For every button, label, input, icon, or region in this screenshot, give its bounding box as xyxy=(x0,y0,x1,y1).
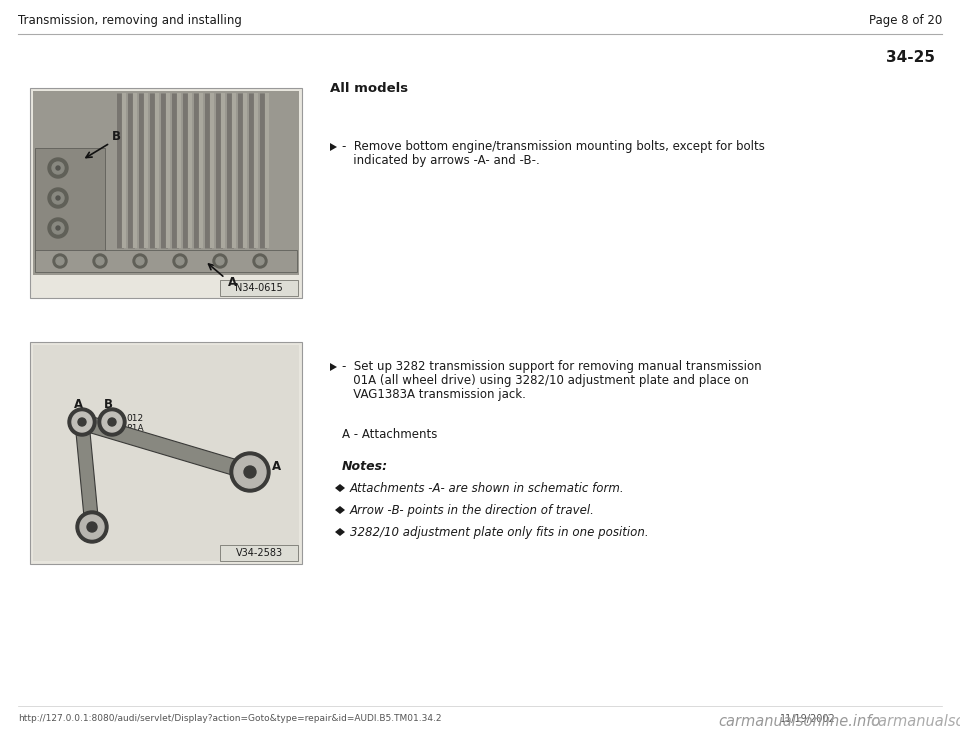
Bar xyxy=(30,88,302,298)
Circle shape xyxy=(76,511,108,543)
Circle shape xyxy=(52,222,64,234)
Circle shape xyxy=(98,408,126,436)
Circle shape xyxy=(56,166,60,170)
Circle shape xyxy=(48,188,68,208)
Bar xyxy=(30,342,302,564)
Circle shape xyxy=(56,257,64,265)
Text: 012: 012 xyxy=(126,414,143,423)
Text: Page 8 of 20: Page 8 of 20 xyxy=(869,14,942,27)
Circle shape xyxy=(87,522,97,532)
Circle shape xyxy=(56,226,60,230)
Circle shape xyxy=(52,192,64,204)
Circle shape xyxy=(96,257,104,265)
Circle shape xyxy=(80,515,104,539)
Text: -  Remove bottom engine/transmission mounting bolts, except for bolts: - Remove bottom engine/transmission moun… xyxy=(342,140,765,153)
Polygon shape xyxy=(80,414,252,479)
Bar xyxy=(33,345,299,561)
Text: 34-25: 34-25 xyxy=(886,50,935,65)
Text: Notes:: Notes: xyxy=(342,460,388,473)
Polygon shape xyxy=(75,421,99,528)
Text: indicated by arrows -A- and -B-.: indicated by arrows -A- and -B-. xyxy=(342,154,540,167)
Circle shape xyxy=(173,254,187,268)
Circle shape xyxy=(102,412,122,432)
Circle shape xyxy=(136,257,144,265)
Circle shape xyxy=(93,254,107,268)
Circle shape xyxy=(230,452,270,492)
Text: Arrow -B- points in the direction of travel.: Arrow -B- points in the direction of tra… xyxy=(350,504,595,517)
Polygon shape xyxy=(330,363,337,371)
Circle shape xyxy=(176,257,184,265)
Polygon shape xyxy=(335,506,345,514)
Text: N34-0615: N34-0615 xyxy=(235,283,283,293)
Circle shape xyxy=(53,254,67,268)
Polygon shape xyxy=(335,528,345,536)
Text: B: B xyxy=(112,130,121,142)
Text: carmanualsonline.info: carmanualsonline.info xyxy=(719,714,881,729)
Circle shape xyxy=(48,218,68,238)
Bar xyxy=(220,280,298,296)
Circle shape xyxy=(234,456,266,488)
Text: http://127.0.0.1:8080/audi/servlet/Display?action=Goto&type=repair&id=AUDI.B5.TM: http://127.0.0.1:8080/audi/servlet/Displ… xyxy=(18,714,442,723)
Circle shape xyxy=(78,418,86,426)
Text: -  Set up 3282 transmission support for removing manual transmission: - Set up 3282 transmission support for r… xyxy=(342,360,761,373)
Bar xyxy=(35,148,105,258)
Circle shape xyxy=(108,418,116,426)
Circle shape xyxy=(216,257,224,265)
Text: 81A: 81A xyxy=(126,424,144,433)
Circle shape xyxy=(244,466,256,478)
Text: A: A xyxy=(228,275,237,289)
Text: Attachments -A- are shown in schematic form.: Attachments -A- are shown in schematic f… xyxy=(350,482,625,495)
Circle shape xyxy=(52,162,64,174)
Text: V34-2583: V34-2583 xyxy=(235,548,282,558)
Circle shape xyxy=(48,158,68,178)
Circle shape xyxy=(213,254,227,268)
Polygon shape xyxy=(335,484,345,492)
Circle shape xyxy=(56,196,60,200)
Text: A: A xyxy=(74,398,84,411)
Circle shape xyxy=(253,254,267,268)
Circle shape xyxy=(256,257,264,265)
Text: 11/19/2002: 11/19/2002 xyxy=(780,714,836,724)
Bar xyxy=(33,91,299,275)
Text: All models: All models xyxy=(330,82,408,95)
Circle shape xyxy=(68,408,96,436)
Text: 3282/10 adjustment plate only fits in one position.: 3282/10 adjustment plate only fits in on… xyxy=(350,526,649,539)
Text: A - Attachments: A - Attachments xyxy=(342,428,438,441)
Text: VAG1383A transmission jack.: VAG1383A transmission jack. xyxy=(342,388,526,401)
Polygon shape xyxy=(330,143,337,151)
Text: carmanualsonline.info: carmanualsonline.info xyxy=(870,714,960,729)
Text: Transmission, removing and installing: Transmission, removing and installing xyxy=(18,14,242,27)
Text: B: B xyxy=(104,398,113,411)
Bar xyxy=(220,545,298,561)
Bar xyxy=(35,250,297,272)
Text: A: A xyxy=(272,459,281,473)
Circle shape xyxy=(133,254,147,268)
Text: 01A (all wheel drive) using 3282/10 adjustment plate and place on: 01A (all wheel drive) using 3282/10 adju… xyxy=(342,374,749,387)
Bar xyxy=(33,91,299,275)
Circle shape xyxy=(72,412,92,432)
